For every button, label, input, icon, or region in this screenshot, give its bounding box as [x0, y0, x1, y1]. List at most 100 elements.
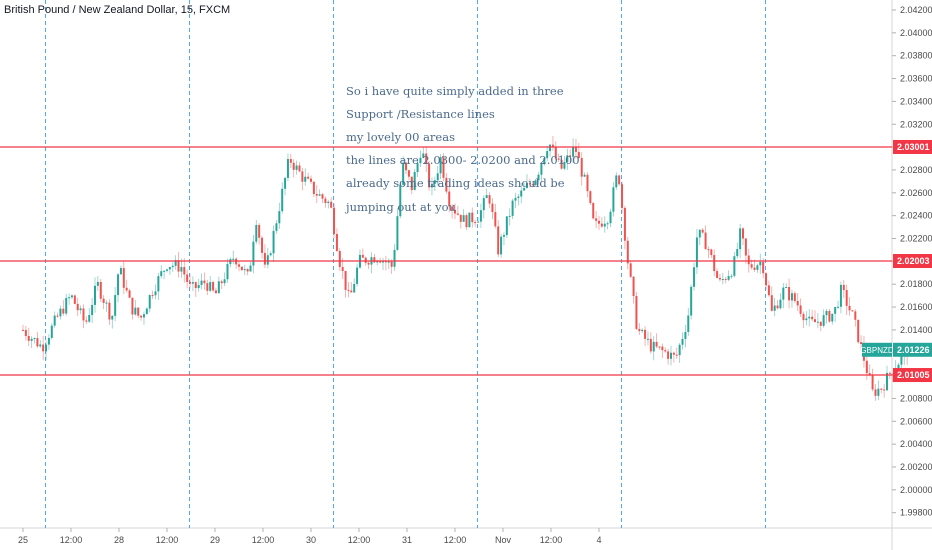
y-tick-label: 2.03800 — [900, 51, 932, 61]
candle-body — [497, 226, 500, 255]
candle-body — [310, 178, 312, 182]
candle-body — [825, 310, 828, 316]
candle-body — [114, 295, 117, 316]
candle-body — [117, 274, 120, 296]
candle-body — [157, 276, 160, 292]
price-label-badge — [893, 139, 932, 154]
candle-body — [436, 173, 439, 181]
price-label-badge — [893, 254, 932, 269]
candle-body — [125, 287, 128, 291]
candle-body — [324, 198, 327, 204]
x-tick-label: 12:00 — [60, 535, 83, 545]
candle-body — [183, 267, 186, 275]
x-tick-label: 12:00 — [444, 535, 467, 545]
candle-body — [612, 187, 615, 212]
candle-body — [517, 196, 520, 199]
candle-body — [286, 159, 289, 178]
candle-body — [410, 176, 413, 191]
candle-body — [707, 249, 710, 251]
candle-body — [42, 344, 45, 352]
candle-body — [543, 158, 546, 165]
candle-body — [160, 271, 163, 277]
candle-body — [387, 261, 390, 263]
candle-body — [376, 260, 379, 263]
annotation-line: jumping out at you — [346, 199, 456, 214]
candle-body — [675, 354, 678, 356]
candle-body — [33, 338, 36, 340]
candle-body — [73, 295, 76, 304]
candle-body — [416, 163, 419, 173]
candle-body — [537, 174, 540, 181]
candle-body — [402, 162, 405, 185]
candle-body — [860, 342, 863, 345]
candle-body — [828, 310, 831, 322]
candle-body — [502, 235, 505, 237]
candle-body — [595, 218, 598, 221]
candle-body — [554, 147, 557, 159]
candle-body — [569, 155, 572, 157]
candle-body — [727, 276, 730, 280]
candle-body — [531, 184, 534, 186]
candle-body — [445, 177, 448, 192]
y-tick-label: 2.02400 — [900, 211, 932, 221]
candle-body — [140, 315, 143, 318]
candle-body — [252, 241, 255, 266]
candle-body — [258, 224, 261, 238]
chart-title: British Pound / New Zealand Dollar, 15, … — [4, 4, 231, 16]
candle-body — [163, 270, 166, 272]
y-tick-label: 2.02800 — [900, 165, 932, 175]
candle-body — [108, 302, 111, 320]
y-tick-label: 2.04200 — [900, 5, 932, 15]
candle-body — [724, 279, 727, 281]
candle-body — [137, 307, 140, 316]
candle-body — [655, 341, 658, 347]
candle-body — [379, 260, 382, 263]
candle-body — [767, 285, 770, 296]
y-tick-label: 2.00200 — [900, 462, 932, 472]
candle-body — [171, 265, 174, 268]
y-tick-label: 2.04000 — [900, 28, 932, 38]
candle-body — [808, 316, 811, 319]
candle-body — [762, 261, 765, 274]
candle-body — [27, 335, 30, 341]
candle-body — [641, 329, 644, 332]
candle-body — [900, 356, 903, 365]
candle-body — [854, 311, 857, 320]
y-tick-label: 2.03400 — [900, 96, 932, 106]
candle-body — [68, 297, 71, 299]
candle-body — [698, 229, 701, 238]
candle-body — [646, 338, 649, 340]
candle-body — [793, 293, 796, 301]
x-tick-label: 29 — [210, 535, 220, 545]
candle-body — [122, 268, 125, 288]
candle-body — [851, 310, 854, 312]
candle-body — [704, 232, 707, 250]
candle-body — [606, 223, 609, 225]
candle-body — [670, 352, 672, 359]
candle-body — [105, 302, 108, 304]
x-tick-label: 28 — [114, 535, 124, 545]
candle-body — [361, 254, 364, 258]
candle-body — [560, 159, 563, 169]
candle-body — [632, 276, 635, 297]
candle-body — [753, 267, 756, 270]
symbol-tag — [862, 342, 892, 357]
candle-body — [886, 372, 888, 391]
candle-body — [589, 191, 592, 204]
candle-body — [580, 157, 583, 177]
candle-body — [335, 233, 338, 252]
candle-body — [842, 284, 845, 291]
candle-body — [203, 280, 206, 284]
candle-body — [693, 267, 696, 287]
candle-body — [145, 308, 148, 315]
candle-body — [356, 267, 359, 284]
candle-body — [814, 319, 816, 323]
candle-body — [399, 184, 402, 217]
candle-body — [128, 290, 131, 298]
candle-body — [839, 284, 842, 307]
candle-body — [307, 176, 310, 179]
candle-body — [649, 338, 652, 352]
candle-body — [315, 194, 318, 196]
candle-body — [269, 253, 272, 256]
